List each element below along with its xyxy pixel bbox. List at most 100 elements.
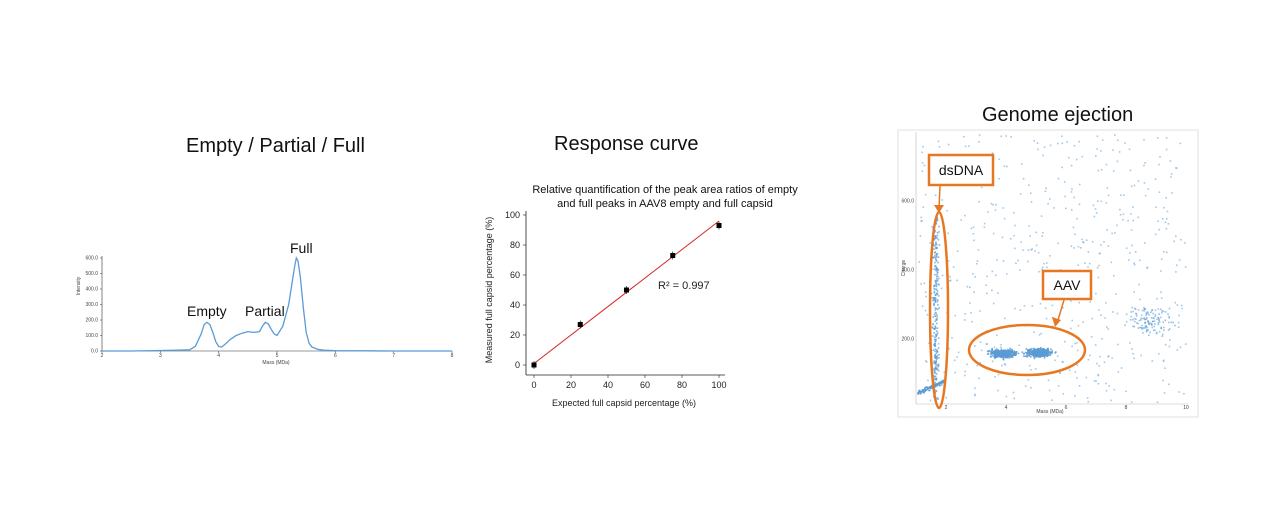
scatter-point [1078,302,1080,304]
scatter-point [992,271,994,273]
scatter-point [933,316,935,318]
scatter-point [1043,355,1045,357]
scatter-point [925,390,927,392]
scatter-point [934,252,936,254]
scatter-point [1105,383,1107,385]
scatter-point [1025,385,1027,387]
scatter-point [1004,363,1006,365]
scatter-point [1035,349,1037,351]
scatter-point [934,376,936,378]
scatter-point [1104,317,1106,319]
scatter-point [939,146,941,148]
scatter-point [936,278,938,280]
scatter-point [1145,315,1147,317]
scatter-point [1093,205,1095,207]
scatter-point [1140,355,1142,357]
scatter-point [1057,243,1059,245]
scatter-point [971,228,973,230]
scatter-point [926,386,928,388]
scatter-point [1171,321,1173,323]
scatter-point [935,360,937,362]
scatter-point [1115,293,1117,295]
scatter-point [1036,351,1038,353]
scatter-point [990,351,992,353]
scatter-point [1094,380,1096,382]
scatter-point [935,258,937,260]
scatter-point [949,280,951,282]
scatter-point [918,393,920,395]
scatter-point [1160,291,1162,293]
scatter-point [1135,313,1137,315]
scatter-point [1177,349,1179,351]
scatter-point [1078,246,1080,248]
scatter-point [979,135,981,137]
scatter-point [935,320,937,322]
scatter-point [934,314,936,316]
scatter-point [1132,307,1134,309]
scatter-point [1142,318,1144,320]
scatter-point [1020,309,1022,311]
scatter-point [1030,369,1032,371]
scatter-point [1174,325,1176,327]
scatter-point [935,237,937,239]
scatter-point [1003,350,1005,352]
scatter-point [1132,326,1134,328]
scatter-point [1071,188,1073,190]
scatter-point [957,250,959,252]
scatter-point [938,256,940,258]
scatter-point [1148,314,1150,316]
scatter-point [1152,317,1154,319]
scatter-point [936,353,938,355]
scatter-point [934,325,936,327]
scatter-point [964,319,966,321]
scatter-point [938,278,940,280]
scatter-point [934,269,936,271]
scatter-point [1061,167,1063,169]
scatter-point [1130,311,1132,313]
scatter-point [1145,325,1147,327]
scatter-point [934,288,936,290]
scatter-point [1039,334,1041,336]
scatter-point [1111,233,1113,235]
scatter-point [1051,352,1053,354]
scatter-point [1145,319,1147,321]
scatter-point [1037,355,1039,357]
scatter-point [1157,220,1159,222]
scatter-point [992,361,994,363]
scatter-point [1114,232,1116,234]
scatter-point [1064,196,1066,198]
scatter-point [1098,375,1100,377]
scatter-point [1014,308,1016,310]
scatter-point [938,307,940,309]
scatter-point [935,243,937,245]
scatter-point [1125,391,1127,393]
scatter-point [1157,317,1159,319]
scatter-point [1081,239,1083,241]
scatter-point [1028,184,1030,186]
scatter-point [1123,194,1125,196]
scatter-point [933,248,935,250]
scatter-point [1136,322,1138,324]
scatter-point [1098,309,1100,311]
scatter-point [1143,165,1145,167]
scatter-point [1135,318,1137,320]
scatter-point [927,314,929,316]
scatter-point [1154,316,1156,318]
scatter-point [1001,356,1003,358]
scatter-point [1148,321,1150,323]
scatter-point [922,146,924,148]
scatter-point [1071,191,1073,193]
scatter-point [1001,365,1003,367]
scatter-point [936,379,938,381]
scatter-point [1036,353,1038,355]
scatter-point [1052,305,1054,307]
scatter-point [1096,363,1098,365]
scatter-point [934,266,936,268]
scatter-point [1014,353,1016,355]
scatter-point [1163,329,1165,331]
scatter-point [1111,357,1113,359]
scatter-point [1151,327,1153,329]
scatter-point [1144,162,1146,164]
scatter-point [1023,178,1025,180]
scatter-point [1165,344,1167,346]
